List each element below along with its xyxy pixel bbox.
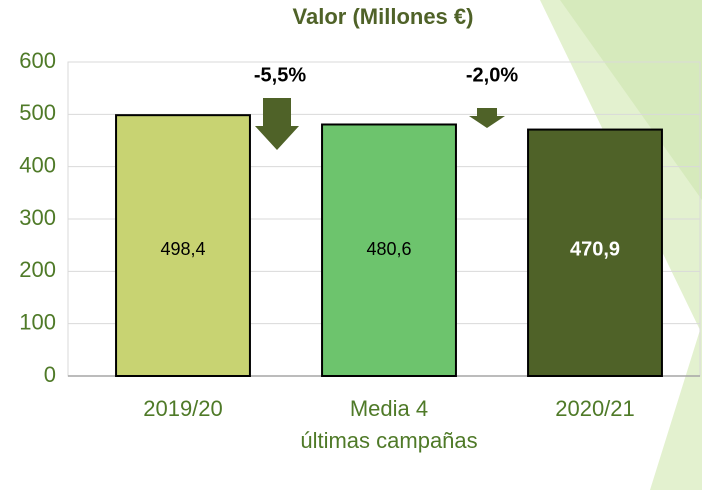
y-tick-label: 500: [19, 100, 56, 125]
bar: [527, 128, 663, 377]
y-tick-label: 400: [19, 152, 56, 177]
arrow: [255, 98, 299, 150]
y-tick-label: 100: [19, 309, 56, 334]
y-tick-label: 600: [19, 48, 56, 73]
y-tick-label: 200: [19, 257, 56, 282]
chart-title: Valor (Millones €): [293, 4, 474, 29]
y-tick-label: 300: [19, 205, 56, 230]
x-tick-label: Media 4 últimas campañas: [300, 396, 477, 453]
decor: [560, 0, 702, 200]
value-label: 498,4: [160, 239, 205, 259]
value-label: 470,9: [570, 238, 620, 260]
x-tick-line: últimas campañas: [300, 428, 477, 453]
x-tick-line: 2019/20: [143, 396, 223, 421]
bar: [321, 123, 457, 378]
y-tick-label: 0: [44, 362, 56, 387]
annotation: -2,0%: [466, 64, 518, 86]
value-label: 480,6: [366, 239, 411, 259]
x-tick-label: 2019/20: [143, 396, 223, 421]
x-tick-label: 2020/21: [555, 396, 635, 421]
arrow: [469, 108, 505, 128]
annotation: -5,5%: [254, 64, 306, 86]
x-tick-line: Media 4: [350, 396, 428, 421]
bar: [115, 114, 251, 378]
x-tick-line: 2020/21: [555, 396, 635, 421]
